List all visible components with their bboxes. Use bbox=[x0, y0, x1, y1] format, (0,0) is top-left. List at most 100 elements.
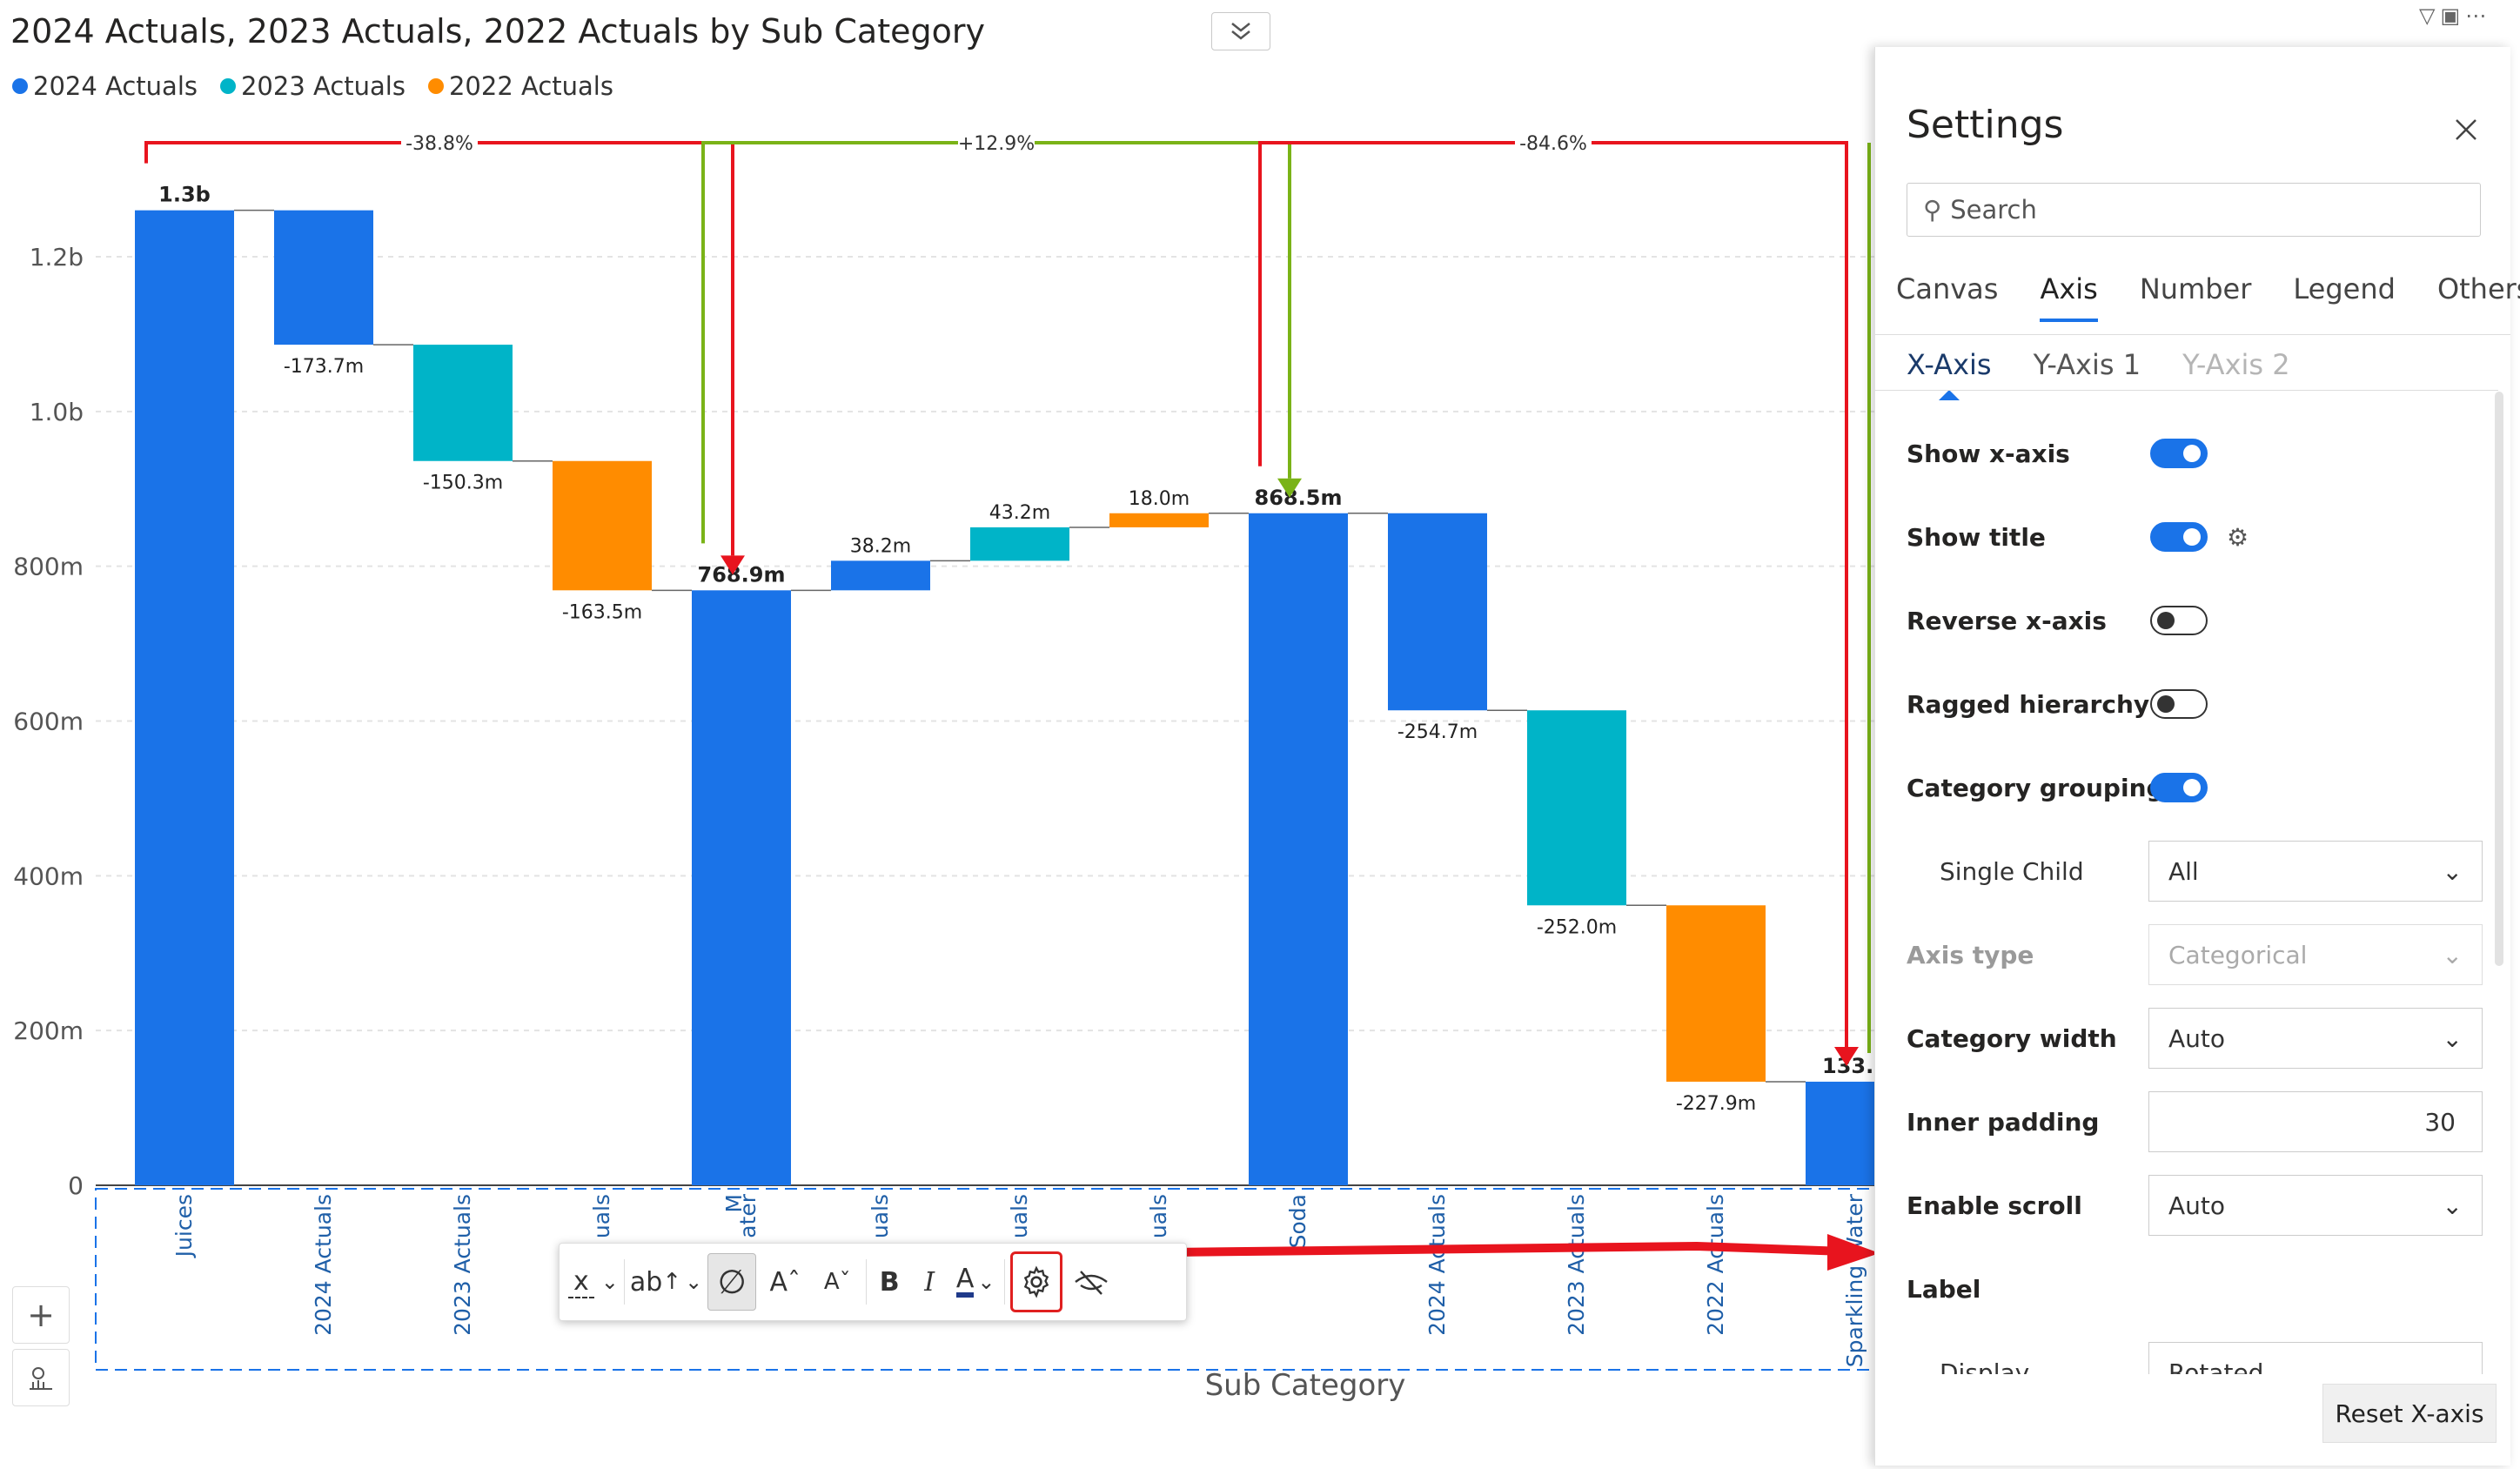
toggle-knob bbox=[2183, 779, 2201, 796]
tab-others[interactable]: Others bbox=[2436, 272, 2520, 305]
single-child-select[interactable]: All ⌄ bbox=[2148, 841, 2483, 902]
data-label: 1.3b bbox=[158, 183, 211, 207]
section-heading: Label bbox=[1907, 1274, 1981, 1304]
show-title-toggle[interactable] bbox=[2150, 522, 2208, 552]
x-tick-label[interactable]: 2023 Actuals bbox=[1564, 1194, 1589, 1336]
settings-scrollbar[interactable] bbox=[2495, 392, 2503, 966]
enable-scroll-select[interactable]: Auto ⌄ bbox=[2148, 1175, 2483, 1236]
select-value: Categorical bbox=[2168, 940, 2308, 969]
decrease-font-button[interactable]: Aˇ bbox=[814, 1254, 861, 1310]
waterfall-bar bbox=[274, 210, 373, 345]
x-tick-label[interactable]: ater bbox=[735, 1193, 761, 1238]
tab-number[interactable]: Number bbox=[2139, 272, 2252, 305]
annotation-arrow bbox=[1097, 1241, 1846, 1258]
data-label: -150.3m bbox=[423, 473, 503, 494]
gear-icon bbox=[1024, 1265, 1049, 1298]
data-label: 18.0m bbox=[1129, 488, 1190, 510]
ragged-hierarchy-toggle[interactable] bbox=[2150, 689, 2208, 719]
y-tick-label: 400m bbox=[13, 862, 84, 890]
legend-dot bbox=[219, 78, 236, 94]
x-tick-label[interactable]: 2022 Actuals bbox=[1703, 1194, 1728, 1336]
x-tick-label[interactable]: uals bbox=[1007, 1194, 1032, 1238]
reset-x-axis-button[interactable]: Reset X-axis bbox=[2322, 1384, 2497, 1443]
category-width-select[interactable]: Auto ⌄ bbox=[2148, 1008, 2483, 1069]
italic-button[interactable]: I bbox=[924, 1266, 935, 1298]
x-axis-title: Sub Category bbox=[1204, 1368, 1406, 1403]
settings-search-input[interactable]: ⚲ Search bbox=[1907, 183, 2481, 237]
focus-mode-icon[interactable]: ▣ bbox=[2440, 3, 2466, 28]
hide-axis-button[interactable] bbox=[1068, 1254, 1115, 1310]
category-grouping-toggle[interactable] bbox=[2150, 773, 2208, 802]
no-wrap-button[interactable]: ∅ bbox=[707, 1253, 757, 1311]
x-tick-label[interactable]: Sparkling Water bbox=[1842, 1193, 1867, 1367]
comparison-label: -38.8% bbox=[405, 133, 473, 155]
chevron-down-icon: ⌄ bbox=[2442, 1191, 2463, 1220]
analytics-button[interactable] bbox=[12, 1349, 70, 1406]
comparison-label: +12.9% bbox=[958, 133, 1035, 155]
x-tick-label[interactable]: 2024 Actuals bbox=[1424, 1194, 1450, 1336]
chevron-down-icon: ⌄ bbox=[977, 1270, 995, 1294]
increase-font-button[interactable]: Aˆ bbox=[761, 1254, 808, 1310]
y-tick-label: 800m bbox=[13, 553, 84, 581]
waterfall-bar bbox=[1527, 710, 1626, 906]
axis-select-button[interactable]: x ⌄ bbox=[568, 1254, 619, 1310]
x-tick-label[interactable]: 2024 Actuals bbox=[311, 1194, 336, 1336]
setting-show-title: Show title ⚙ bbox=[1907, 502, 2498, 572]
comparison-arrow bbox=[701, 141, 1291, 544]
toolbar-separator bbox=[623, 1259, 625, 1305]
arrow-head bbox=[1834, 1046, 1859, 1066]
inner-padding-input[interactable]: 30 bbox=[2148, 1091, 2483, 1152]
toolbar-separator bbox=[1004, 1259, 1006, 1305]
axis-type-select: Categorical ⌄ bbox=[2148, 924, 2483, 985]
expand-toggle-button[interactable] bbox=[1211, 12, 1270, 50]
more-options-icon[interactable]: ⋯ bbox=[2465, 3, 2492, 28]
settings-tabs: Canvas Axis Number Legend Others bbox=[1875, 265, 2520, 335]
subtab-x-axis[interactable]: X-Axis bbox=[1907, 334, 1992, 400]
setting-label: Enable scroll bbox=[1907, 1191, 2082, 1220]
x-tick-label[interactable]: Soda bbox=[1285, 1194, 1310, 1248]
chevron-down-icon: ⌄ bbox=[2442, 856, 2463, 886]
waterfall-bar bbox=[1388, 513, 1487, 711]
axis-format-toolbar: x ⌄ ab ↑ ⌄ ∅ Aˆ Aˇ B I A ⌄ bbox=[559, 1243, 1187, 1321]
bold-button[interactable]: B bbox=[879, 1266, 900, 1298]
y-tick-label: 200m bbox=[13, 1016, 84, 1045]
x-tick-label[interactable]: uals bbox=[1146, 1194, 1171, 1238]
x-tick-label[interactable]: Juices bbox=[171, 1194, 197, 1258]
visual-header-icons: ▽▣⋯ bbox=[2419, 3, 2491, 28]
setting-inner-padding: Inner padding 30 bbox=[1907, 1087, 2498, 1157]
x-tick-label[interactable]: 2023 Actuals bbox=[450, 1194, 475, 1336]
setting-show-x-axis: Show x-axis bbox=[1907, 419, 2498, 488]
toggle-knob bbox=[2157, 695, 2175, 713]
filter-icon[interactable]: ▽ bbox=[2419, 3, 2441, 28]
subtab-y-axis-1[interactable]: Y-Axis 1 bbox=[2033, 348, 2141, 381]
close-button[interactable] bbox=[2453, 111, 2479, 151]
label-orientation-button[interactable]: ab ↑ ⌄ bbox=[630, 1254, 702, 1310]
waterfall-bar bbox=[413, 345, 513, 461]
display-select[interactable]: Rotated ⌄ bbox=[2148, 1342, 2483, 1374]
tab-legend[interactable]: Legend bbox=[2293, 272, 2396, 305]
y-tick-label: 1.2b bbox=[30, 243, 84, 272]
setting-single-child: Single Child All ⌄ bbox=[1907, 836, 2498, 906]
title-settings-gear-icon[interactable]: ⚙ bbox=[2227, 522, 2249, 552]
legend-item[interactable]: 2024 Actuals bbox=[12, 71, 198, 101]
font-color-button[interactable]: A ⌄ bbox=[952, 1254, 999, 1310]
show-x-axis-toggle[interactable] bbox=[2150, 439, 2208, 468]
axis-settings-button[interactable] bbox=[1010, 1251, 1063, 1312]
reverse-x-axis-toggle[interactable] bbox=[2150, 606, 2208, 635]
add-button[interactable]: + bbox=[12, 1286, 70, 1344]
x-tick-label[interactable]: M bbox=[721, 1194, 747, 1213]
legend-item[interactable]: 2022 Actuals bbox=[427, 71, 613, 101]
x-tick-label[interactable]: uals bbox=[868, 1194, 893, 1238]
setting-label: Show x-axis bbox=[1907, 439, 2070, 468]
tab-canvas[interactable]: Canvas bbox=[1896, 272, 1999, 305]
legend-item[interactable]: 2023 Actuals bbox=[219, 71, 405, 101]
font-increase-icon: Aˆ bbox=[769, 1266, 801, 1298]
toolbar-separator bbox=[866, 1259, 868, 1305]
data-label: -173.7m bbox=[284, 356, 364, 378]
tab-axis[interactable]: Axis bbox=[2019, 265, 2118, 334]
setting-display: Display Rotated ⌄ bbox=[1907, 1338, 2498, 1374]
text-direction-icon: ↑ bbox=[662, 1269, 682, 1295]
eye-hidden-icon bbox=[1075, 1271, 1108, 1295]
x-tick-label[interactable]: uals bbox=[589, 1194, 614, 1238]
font-decrease-icon: Aˇ bbox=[823, 1269, 851, 1295]
